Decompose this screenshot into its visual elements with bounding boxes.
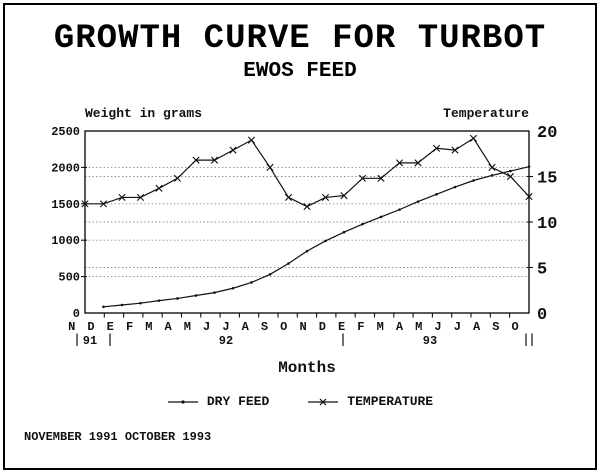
svg-text:M: M — [184, 320, 191, 334]
svg-text:0: 0 — [537, 306, 547, 325]
temperature-line-icon — [308, 398, 339, 405]
chart-title: GROWTH CURVE FOR TURBOT — [53, 20, 547, 58]
svg-text:E: E — [338, 320, 345, 334]
svg-text:S: S — [492, 320, 499, 334]
svg-text:A: A — [164, 320, 172, 334]
svg-text:D: D — [87, 320, 94, 334]
svg-text:J: J — [203, 320, 210, 334]
dry-feed-line-icon — [167, 399, 198, 404]
svg-text:O: O — [512, 320, 519, 334]
svg-text:20: 20 — [537, 124, 557, 143]
svg-text:N: N — [299, 320, 306, 334]
svg-text:500: 500 — [58, 271, 80, 285]
svg-text:M: M — [377, 320, 384, 334]
svg-text:E: E — [107, 320, 114, 334]
svg-text:92: 92 — [219, 334, 233, 348]
svg-text:D: D — [319, 320, 326, 334]
right-axis-caption: Temperature — [443, 106, 529, 121]
svg-text:M: M — [145, 320, 152, 334]
svg-text:N: N — [68, 320, 75, 334]
legend-item-temperature: TEMPERATURE — [307, 394, 433, 409]
legend-item-dry-feed: DRY FEED — [167, 394, 269, 409]
svg-text:5: 5 — [537, 261, 547, 280]
svg-text:1500: 1500 — [51, 198, 80, 212]
date-range-note: NOVEMBER 1991 OCTOBER 1993 — [24, 430, 212, 444]
svg-text:1000: 1000 — [51, 234, 80, 248]
svg-text:93: 93 — [423, 334, 437, 348]
svg-text:2500: 2500 — [51, 125, 80, 139]
svg-text:M: M — [415, 320, 422, 334]
svg-text:A: A — [473, 320, 481, 334]
legend-label-dry-feed: DRY FEED — [206, 394, 270, 409]
svg-text:O: O — [280, 320, 287, 334]
left-axis-caption: Weight in grams — [85, 106, 203, 121]
chart-subtitle: EWOS FEED — [243, 60, 357, 83]
legend-label-temperature: TEMPERATURE — [347, 394, 434, 409]
svg-text:15: 15 — [537, 170, 557, 189]
svg-text:A: A — [242, 320, 250, 334]
svg-text:J: J — [434, 320, 441, 334]
legend: DRY FEED TEMPERATURE — [0, 394, 600, 409]
svg-text:A: A — [396, 320, 404, 334]
svg-text:0: 0 — [73, 307, 80, 321]
svg-text:2000: 2000 — [51, 161, 80, 175]
x-axis-caption: Months — [278, 359, 336, 377]
svg-text:S: S — [261, 320, 268, 334]
svg-text:J: J — [222, 320, 229, 334]
svg-text:F: F — [357, 320, 364, 334]
svg-text:91: 91 — [83, 334, 97, 348]
svg-text:F: F — [126, 320, 133, 334]
svg-text:J: J — [454, 320, 461, 334]
outer-border — [3, 3, 597, 470]
svg-text:10: 10 — [537, 215, 557, 234]
